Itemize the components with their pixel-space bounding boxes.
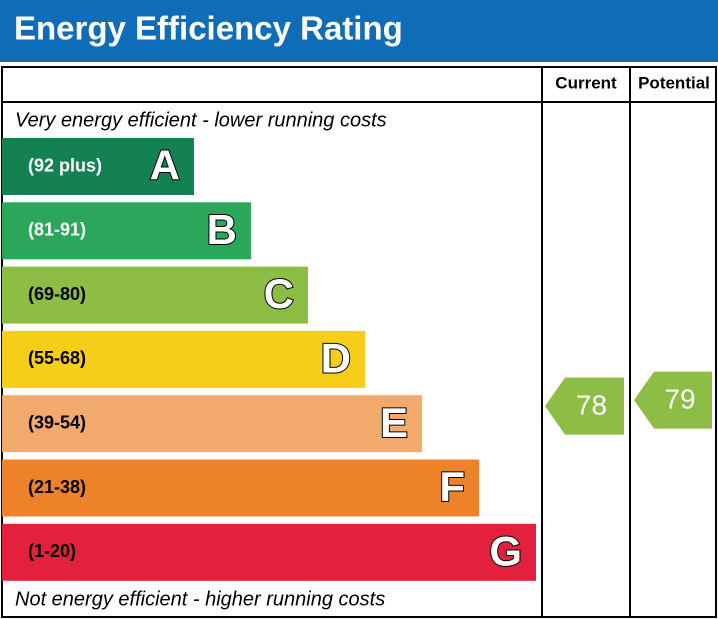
band-bar <box>2 459 479 517</box>
band-range: (55-68) <box>28 348 86 368</box>
current-header: Current <box>555 73 617 92</box>
rating-value: 78 <box>576 389 607 420</box>
band-bar <box>2 138 194 195</box>
rating-value: 79 <box>664 383 695 414</box>
rating-arrow <box>634 371 712 429</box>
band-range: (39-54) <box>28 412 86 432</box>
potential-header: Potential <box>638 73 710 92</box>
band-letter: E <box>380 399 408 446</box>
band-letter: C <box>264 270 294 317</box>
band-bar <box>2 395 422 453</box>
band-range: (1-20) <box>28 541 76 561</box>
band-range: (69-80) <box>28 284 86 304</box>
bottom-note: Not energy efficient - higher running co… <box>15 588 385 610</box>
title-bar <box>0 0 718 62</box>
band-bar <box>2 266 308 324</box>
title: Energy Efficiency Rating <box>14 10 403 47</box>
band-letter: B <box>207 206 237 253</box>
band-letter: G <box>489 527 522 574</box>
band-bar <box>2 330 365 388</box>
band-bar <box>2 202 251 260</box>
top-note: Very energy efficient - lower running co… <box>15 109 387 131</box>
rating-arrow <box>545 377 624 435</box>
band-range: (21-38) <box>28 477 86 497</box>
band-range: (92 plus) <box>28 155 102 175</box>
band-letter: D <box>321 334 351 381</box>
band-letter: F <box>439 463 465 510</box>
band-bar <box>2 523 536 581</box>
band-range: (81-91) <box>28 220 86 240</box>
band-letter: A <box>150 142 180 189</box>
